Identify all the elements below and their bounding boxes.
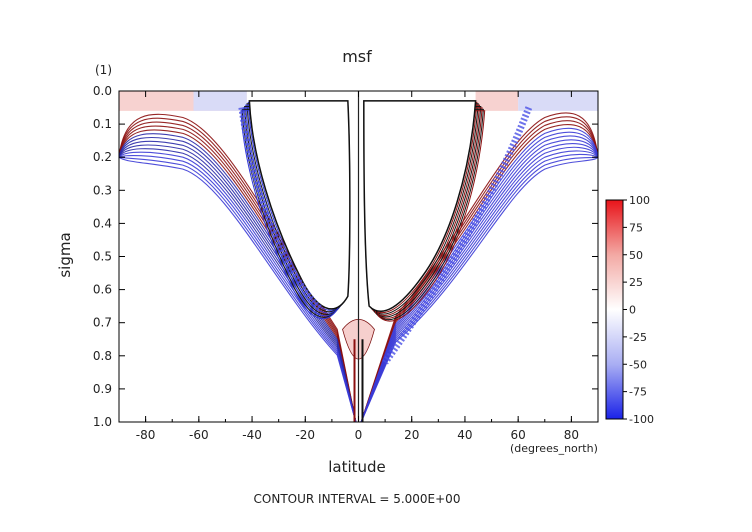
x-tick-label: 40 — [457, 428, 472, 442]
colorbar-tick-label: -50 — [629, 358, 647, 371]
colorbar-tick-label: -75 — [629, 386, 647, 399]
x-tick-label: 80 — [564, 428, 579, 442]
y-axis-label: sigma — [56, 232, 74, 277]
contour-interval-note: CONTOUR INTERVAL = 5.000E+00 — [254, 492, 461, 506]
y-tick-label: 0.1 — [93, 117, 112, 131]
colorbar-tick-label: -100 — [629, 413, 654, 426]
contour-right — [360, 123, 598, 422]
contour-right — [360, 143, 598, 422]
contour-left — [119, 144, 357, 422]
x-axis: -80 -60 -40 -20 0 20 40 60 80 — [118, 91, 599, 442]
y-tick-label: 0.9 — [93, 382, 112, 396]
colorbar-tick-label: 25 — [629, 276, 643, 289]
colorbar-tick-label: 100 — [629, 194, 650, 207]
y-tick-label: 0.4 — [93, 216, 112, 230]
y-tick-label: 0.6 — [93, 283, 112, 297]
y-tick-label: 0.2 — [93, 150, 112, 164]
contour-left — [119, 156, 357, 422]
x-tick-label: 20 — [404, 428, 419, 442]
plot-area — [119, 91, 598, 422]
x-axis-label: latitude — [328, 458, 386, 476]
contour-right — [360, 156, 598, 422]
colorbar-tick-label: -25 — [629, 331, 647, 344]
x-units-label: (degrees_north) — [510, 442, 598, 455]
y-units-label: (1) — [95, 63, 112, 77]
contour-left — [119, 156, 357, 422]
x-tick-label: 0 — [355, 428, 363, 442]
y-tick-label: 0.5 — [93, 250, 112, 264]
y-tick-label: 0.7 — [93, 316, 112, 330]
contour-right — [360, 116, 598, 422]
contour-right — [360, 150, 598, 422]
left-cell-core — [248, 100, 351, 310]
colorbar-tick-label: 50 — [629, 249, 643, 262]
colorbar-ticks: 100 75 50 25 0 -25 -50 -75 -100 — [623, 194, 654, 426]
band-upper-right-neg — [518, 91, 598, 111]
contour-left — [119, 148, 357, 422]
y-tick-label: 0.8 — [93, 349, 112, 363]
x-tick-label: 60 — [511, 428, 526, 442]
colorbar — [605, 199, 624, 420]
band-upper-right — [475, 91, 519, 111]
contour-left — [119, 155, 357, 422]
y-tick-label: 0.3 — [93, 183, 112, 197]
x-tick-label: -40 — [242, 428, 262, 442]
x-tick-label: -80 — [136, 428, 156, 442]
y-tick-label: 1.0 — [93, 415, 112, 429]
y-tick-label: 0.0 — [93, 84, 112, 98]
y-axis: 0.0 0.1 0.2 0.3 0.4 0.5 0.6 0.7 0.8 0.9 1.0 — [93, 84, 598, 429]
chart-title: msf — [342, 47, 372, 66]
x-tick-label: -20 — [295, 428, 315, 442]
contour-right — [360, 156, 598, 422]
colorbar-tick-label: 75 — [629, 221, 643, 234]
x-tick-label: -60 — [189, 428, 209, 442]
contour-right — [360, 120, 598, 422]
right-cell-core — [363, 100, 477, 312]
colorbar-tick-label: 0 — [629, 304, 636, 317]
contour-left — [119, 151, 357, 422]
band-upper-left-neg — [193, 91, 247, 111]
